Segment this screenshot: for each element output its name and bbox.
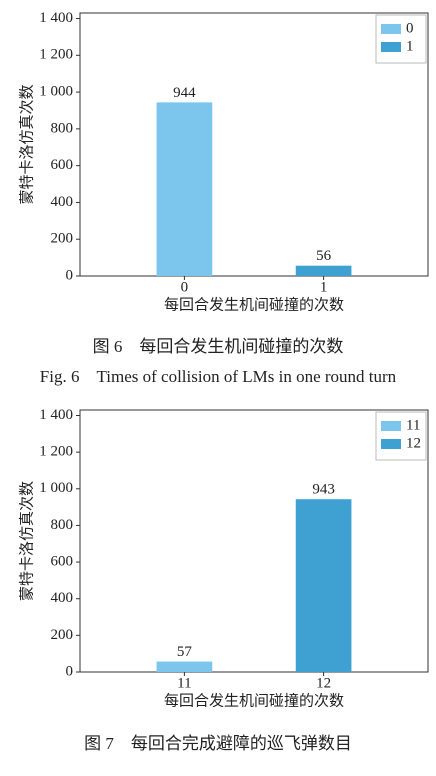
y-tick-label: 200 — [51, 627, 74, 643]
x-axis-label: 每回合发生机间碰撞的次数 — [164, 295, 344, 313]
y-tick-label: 600 — [51, 157, 74, 173]
y-tick-label: 400 — [51, 194, 74, 210]
legend-label: 12 — [406, 435, 421, 451]
y-tick-label: 1 200 — [39, 444, 73, 460]
value-label: 944 — [173, 85, 196, 101]
y-tick-label: 400 — [51, 590, 74, 606]
y-tick-label: 1 200 — [39, 47, 73, 63]
legend-label: 11 — [406, 417, 420, 433]
x-tick-label: 0 — [181, 279, 189, 295]
legend-swatch — [381, 24, 401, 34]
caption: 图 7 每回合完成避障的巡飞弹数目 — [84, 734, 352, 753]
x-tick-label: 12 — [316, 675, 331, 691]
legend-box — [375, 14, 427, 64]
legend-label: 1 — [406, 38, 414, 54]
caption: 图 6 每回合发生机间碰撞的次数 — [93, 337, 344, 356]
bar — [295, 265, 352, 276]
y-tick-label: 0 — [66, 663, 74, 679]
y-tick-label: 800 — [51, 120, 74, 136]
caption-en: Fig. 6 Times of collision of LMs in one … — [40, 367, 397, 386]
plot-frame — [79, 409, 429, 673]
value-label: 56 — [316, 248, 332, 264]
value-label: 943 — [312, 482, 335, 498]
y-tick-label: 1 400 — [39, 10, 73, 26]
plot-frame — [79, 12, 429, 277]
legend-box — [375, 411, 427, 461]
y-tick-label: 1 400 — [39, 407, 73, 423]
legend-swatch — [381, 439, 401, 449]
legend-label: 0 — [406, 20, 414, 36]
y-axis-label: 蒙特卡洛仿真次数 — [17, 84, 35, 204]
x-tick-label: 11 — [177, 675, 191, 691]
y-tick-label: 0 — [66, 267, 74, 283]
y-axis-label: 蒙特卡洛仿真次数 — [17, 481, 35, 601]
y-tick-label: 1 000 — [39, 480, 73, 496]
y-tick-label: 800 — [51, 517, 74, 533]
y-tick-label: 200 — [51, 231, 74, 247]
x-axis-label: 每回合发生机间碰撞的次数 — [164, 691, 344, 709]
x-tick-label: 1 — [320, 279, 328, 295]
legend-swatch — [381, 421, 401, 431]
y-tick-label: 1 000 — [39, 84, 73, 100]
bar — [156, 661, 213, 672]
y-tick-label: 600 — [51, 554, 74, 570]
value-label: 57 — [177, 644, 193, 660]
bar — [156, 102, 213, 277]
bar — [295, 499, 352, 672]
legend-swatch — [381, 42, 401, 52]
